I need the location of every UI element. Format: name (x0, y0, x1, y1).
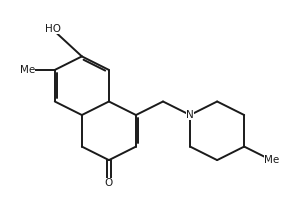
Text: N: N (186, 110, 194, 120)
Bar (21, 65, 34, 75)
Text: HO: HO (45, 24, 61, 34)
Text: O: O (105, 178, 113, 188)
Bar (265, 155, 278, 165)
Text: Me: Me (264, 155, 279, 165)
Bar (103, 178, 115, 188)
Bar (44, 24, 62, 34)
Bar (186, 110, 194, 120)
Text: Me: Me (20, 65, 35, 75)
